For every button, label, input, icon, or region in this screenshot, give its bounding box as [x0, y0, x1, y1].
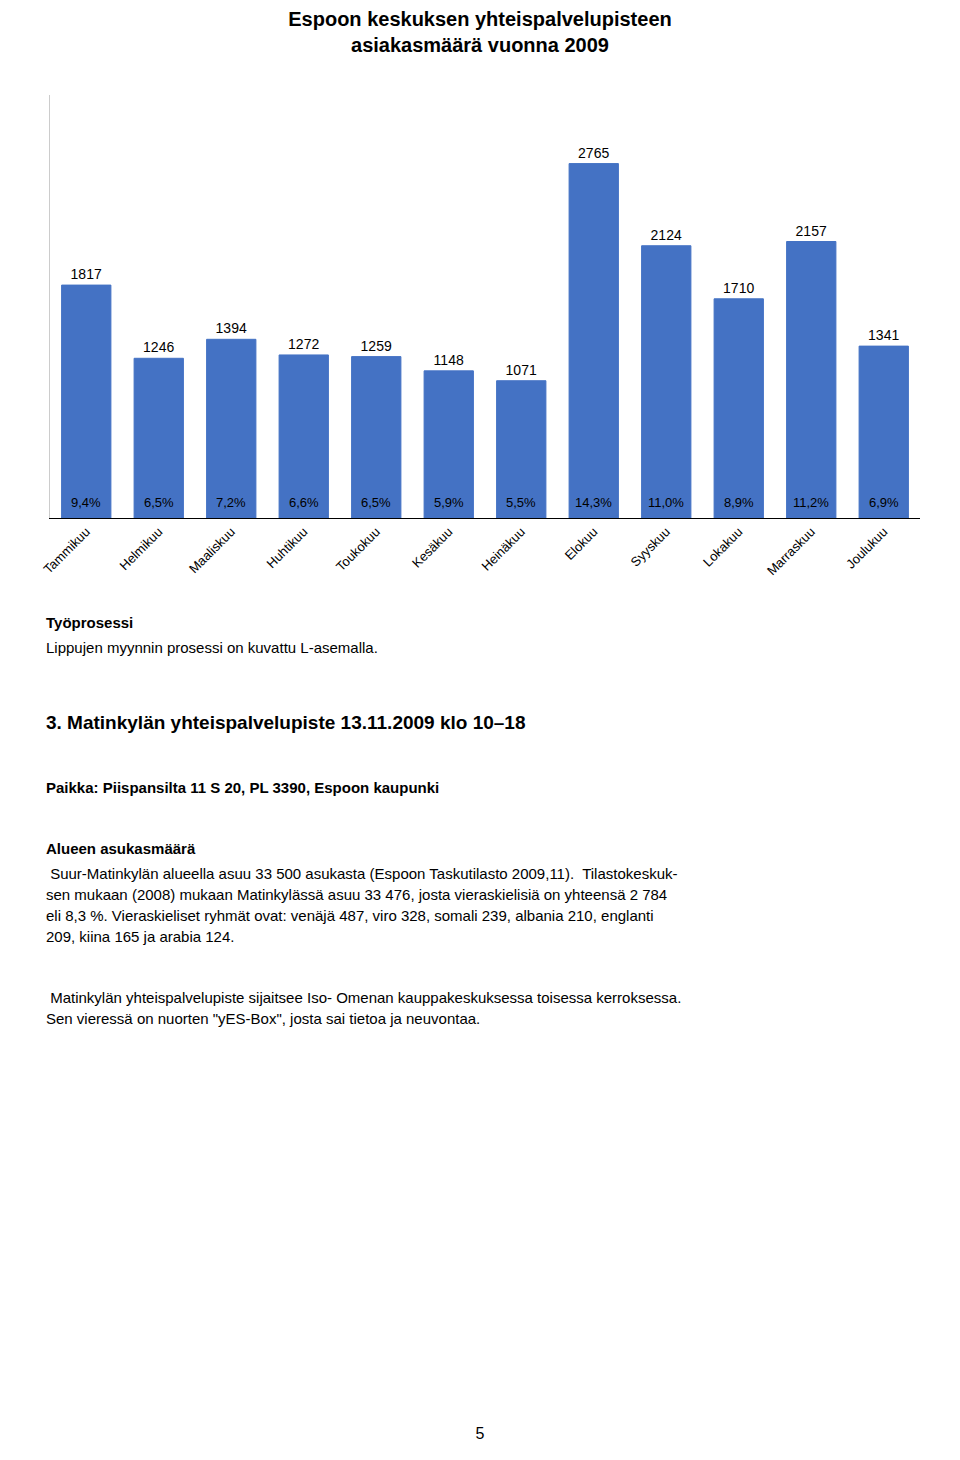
svg-text:6,5%: 6,5%: [144, 495, 174, 510]
html-text:Alueen asukasmäärä: Alueen asukasmäärä: [46, 839, 196, 857]
svg-text:6,5%: 6,5%: [361, 495, 391, 510]
svg-text:8,9%: 8,9%: [724, 495, 754, 510]
svg-text:6,6%: 6,6%: [289, 495, 319, 510]
html-text:Työprosessi: Työprosessi: [46, 614, 134, 631]
svg-text:2157: 2157: [796, 223, 827, 239]
svg-text:Espoon keskuksen yhteispalvelu: Espoon keskuksen yhteispalvelupisteenasi…: [288, 8, 671, 56]
svg-text:2124: 2124: [651, 227, 682, 243]
svg-text:Maaliskuu: Maaliskuu: [186, 524, 238, 576]
svg-text:1817: 1817: [71, 266, 102, 282]
svg-text:Tammikuu: Tammikuu: [40, 524, 93, 577]
svg-text:Huhtikuu: Huhtikuu: [264, 524, 311, 571]
svg-text:Joulukuu: Joulukuu: [843, 524, 890, 571]
html-text:Matinkylän yhteispalvelupiste: Matinkylän yhteispalvelupiste sijaitsee …: [46, 988, 682, 1027]
svg-text:5,9%: 5,9%: [434, 495, 464, 510]
svg-text:1071: 1071: [506, 362, 537, 378]
svg-text:Heinäkuu: Heinäkuu: [479, 524, 528, 573]
svg-text:Helmikuu: Helmikuu: [117, 524, 166, 573]
svg-text:Kesäkuu: Kesäkuu: [409, 524, 455, 570]
svg-text:6,9%: 6,9%: [869, 495, 899, 510]
svg-text:7,2%: 7,2%: [216, 495, 246, 510]
svg-text:1394: 1394: [216, 320, 247, 336]
svg-text:11,2%: 11,2%: [793, 495, 829, 510]
html-text:5: 5: [475, 1425, 485, 1442]
html-text:Suur-Matinkylän alueella asuu: Suur-Matinkylän alueella asuu 33 500 asu…: [46, 864, 678, 945]
svg-text:9,4%: 9,4%: [71, 495, 101, 510]
svg-text:1710: 1710: [723, 280, 754, 296]
svg-text:11,0%: 11,0%: [648, 495, 684, 510]
html-text:Paikka: Piispansilta 11 S 20,: Paikka: Piispansilta 11 S 20, PL 3390, E…: [46, 778, 440, 796]
svg-text:Lokakuu: Lokakuu: [700, 524, 745, 569]
svg-text:1246: 1246: [143, 339, 174, 355]
svg-text:Elokuu: Elokuu: [562, 524, 601, 563]
svg-text:1148: 1148: [434, 352, 464, 368]
svg-text:1341: 1341: [868, 327, 899, 343]
svg-text:Syyskuu: Syyskuu: [628, 524, 673, 569]
svg-text:1259: 1259: [361, 338, 392, 354]
svg-text:14,3%: 14,3%: [575, 495, 612, 510]
html-text:Lippujen myynnin prosessi on k: Lippujen myynnin prosessi on kuvattu L-a…: [46, 639, 378, 656]
html-text:3. Matinkylän yhteispalvelupis: 3. Matinkylän yhteispalvelupiste 13.11.2…: [46, 712, 526, 733]
svg-text:Toukokuu: Toukokuu: [333, 524, 383, 574]
svg-text:5,5%: 5,5%: [506, 495, 536, 510]
svg-text:Marraskuu: Marraskuu: [764, 524, 818, 578]
svg-text:2765: 2765: [578, 145, 609, 161]
svg-text:1272: 1272: [288, 336, 319, 352]
